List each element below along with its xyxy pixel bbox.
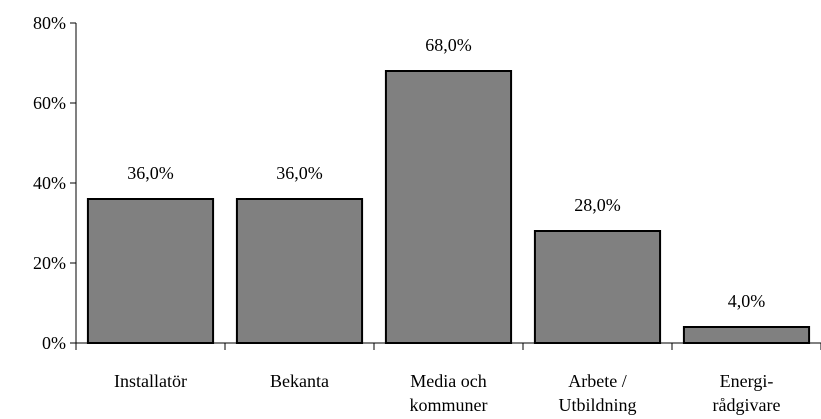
bar [384, 70, 513, 344]
value-label: 36,0% [127, 163, 174, 183]
bar [533, 230, 662, 344]
bar [235, 198, 364, 344]
x-tick-label: Energi-rådgivare [713, 371, 781, 415]
x-tick-label: Bekanta [270, 371, 329, 391]
value-label: 68,0% [425, 35, 472, 55]
value-label: 28,0% [574, 195, 621, 215]
y-tick-label: 80% [33, 13, 66, 33]
value-label: 36,0% [276, 163, 323, 183]
x-tick-label: Media och kommuner [410, 371, 488, 415]
bar [86, 198, 215, 344]
x-tick-label: Arbete / Utbildning [558, 371, 636, 415]
y-tick-label: 0% [42, 333, 66, 353]
value-label: 4,0% [728, 291, 766, 311]
y-tick-label: 40% [33, 173, 66, 193]
bar [682, 326, 811, 344]
x-tick-label: Installatör [114, 371, 187, 391]
y-tick-label: 60% [33, 93, 66, 113]
y-tick-label: 20% [33, 253, 66, 273]
